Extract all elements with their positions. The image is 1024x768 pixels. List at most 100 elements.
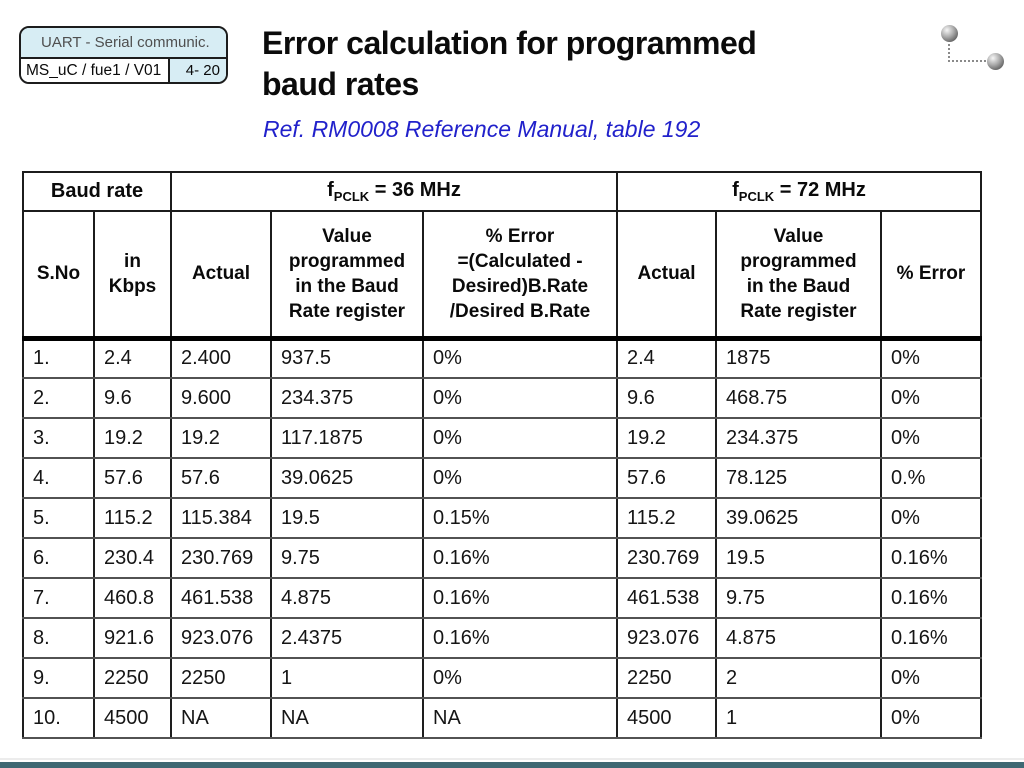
table-cell: 5. [22, 497, 95, 539]
table-cell: 9.75 [715, 577, 882, 619]
table-row: 1. 2.4 2.400 937.5 0% 2.4 1875 0% [22, 337, 982, 379]
table-cell: 19.2 [93, 417, 172, 459]
table-cell: 0% [422, 657, 618, 699]
table-cell: 117.1875 [270, 417, 424, 459]
table-cell: 57.6 [93, 457, 172, 499]
table-cell: 2 [715, 657, 882, 699]
table-cell: 1 [270, 657, 424, 699]
column-header-row: S.No in Kbps Actual Value programmed in … [22, 210, 982, 341]
table-cell: 1. [22, 337, 95, 379]
table-cell: 230.4 [93, 537, 172, 579]
table-cell: 78.125 [715, 457, 882, 499]
table-cell: 923.076 [170, 617, 272, 659]
footer-bar [0, 762, 1024, 768]
table-cell: 461.538 [616, 577, 717, 619]
table-cell: 0% [880, 697, 982, 739]
table-row: 10. 4500 NA NA NA 4500 1 0% [22, 697, 982, 739]
column-header-actual-72: Actual [616, 210, 717, 341]
table-cell: 1875 [715, 337, 882, 379]
table-cell: 2. [22, 377, 95, 419]
table-cell: 0.16% [422, 577, 618, 619]
column-header-actual-36: Actual [170, 210, 272, 341]
table-cell: 230.769 [616, 537, 717, 579]
table-cell: 115.384 [170, 497, 272, 539]
slide-subtitle: Ref. RM0008 Reference Manual, table 192 [263, 116, 701, 142]
table-cell: 1 [715, 697, 882, 739]
table-cell: 4500 [93, 697, 172, 739]
table-cell: 2.4375 [270, 617, 424, 659]
column-header-sno: S.No [22, 210, 95, 341]
table-cell: 19.5 [715, 537, 882, 579]
table-cell: 2250 [616, 657, 717, 699]
table-cell: 2.4 [93, 337, 172, 379]
table-cell: 468.75 [715, 377, 882, 419]
table-cell: 0% [880, 497, 982, 539]
table-cell: 39.0625 [270, 457, 424, 499]
table-cell: 3. [22, 417, 95, 459]
fpclk-subscript: PCLK [738, 189, 775, 204]
fpclk-subscript: PCLK [333, 189, 370, 204]
footer-rule [0, 758, 1024, 760]
table-cell: 19.2 [170, 417, 272, 459]
table-cell: 9.6 [616, 377, 717, 419]
fpclk-value: = 72 MHz [774, 179, 866, 201]
table-cell: 57.6 [616, 457, 717, 499]
fpclk-value: = 36 MHz [369, 179, 461, 201]
table-cell: 0.16% [422, 617, 618, 659]
table-cell: 0% [880, 417, 982, 459]
table-cell: 0.16% [880, 617, 982, 659]
table-cell: 6. [22, 537, 95, 579]
table-cell: 921.6 [93, 617, 172, 659]
group-header-row: Baud rate fPCLK = 36 MHz fPCLK = 72 MHz [22, 171, 982, 212]
table-row: 6. 230.4 230.769 9.75 0.16% 230.769 19.5 0.16% [22, 537, 982, 579]
table-cell: NA [422, 697, 618, 739]
table-cell: 0% [422, 417, 618, 459]
column-header-value-72: Value programmed in the Baud Rate regist… [715, 210, 882, 341]
table-row: 2. 9.6 9.600 234.375 0% 9.6 468.75 0% [22, 377, 982, 419]
table-row: 4. 57.6 57.6 39.0625 0% 57.6 78.125 0.% [22, 457, 982, 499]
table-cell: 19.2 [616, 417, 717, 459]
column-header-error-36: % Error =(Calculated - Desired)B.Rate /D… [422, 210, 618, 341]
table-cell: 9.75 [270, 537, 424, 579]
table-cell: 2250 [93, 657, 172, 699]
table-row: 5. 115.2 115.384 19.5 0.15% 115.2 39.0625 0% [22, 497, 982, 539]
module-id: MS_uC / fue1 / V01 [21, 59, 168, 82]
slide-title-line2: baud rates [262, 66, 419, 102]
course-info-row: MS_uC / fue1 / V01 4- 20 [21, 59, 226, 82]
table-cell: 4. [22, 457, 95, 499]
table-cell: 460.8 [93, 577, 172, 619]
table-cell: 19.5 [270, 497, 424, 539]
table-cell: 0.16% [880, 537, 982, 579]
column-header-error-72: % Error [880, 210, 982, 341]
table-cell: 2.4 [616, 337, 717, 379]
table-cell: 2250 [170, 657, 272, 699]
col-group-baud-rate: Baud rate [22, 171, 172, 212]
table-cell: 461.538 [170, 577, 272, 619]
table-cell: 115.2 [93, 497, 172, 539]
table-cell: 230.769 [170, 537, 272, 579]
table-body: 1. 2.4 2.400 937.5 0% 2.4 1875 0% 2. 9.6 9.600 234.… [22, 337, 982, 739]
baud-rate-table: Baud rate fPCLK = 36 MHz fPCLK = 72 MHz … [22, 171, 982, 739]
sphere-icon [941, 25, 958, 42]
table-cell: 937.5 [270, 337, 424, 379]
table-cell: NA [270, 697, 424, 739]
table-cell: 7. [22, 577, 95, 619]
sphere-icon [987, 53, 1004, 70]
table-cell: 10. [22, 697, 95, 739]
table-cell: 0.16% [422, 537, 618, 579]
table-row: 9. 2250 2250 1 0% 2250 2 0% [22, 657, 982, 699]
table-cell: 0.16% [880, 577, 982, 619]
table-row: 3. 19.2 19.2 117.1875 0% 19.2 234.375 0% [22, 417, 982, 459]
table-cell: 9. [22, 657, 95, 699]
slide-title-line1: Error calculation for programmed [262, 25, 757, 61]
fpclk-symbol: f [327, 179, 334, 201]
table-cell: 9.6 [93, 377, 172, 419]
table-row: 7. 460.8 461.538 4.875 0.16% 461.538 9.75 0.16% [22, 577, 982, 619]
table-cell: 0% [880, 657, 982, 699]
table-cell: 8. [22, 617, 95, 659]
dotted-connector-icon [948, 44, 986, 62]
table-cell: 923.076 [616, 617, 717, 659]
table-cell: 2.400 [170, 337, 272, 379]
table-cell: 234.375 [270, 377, 424, 419]
